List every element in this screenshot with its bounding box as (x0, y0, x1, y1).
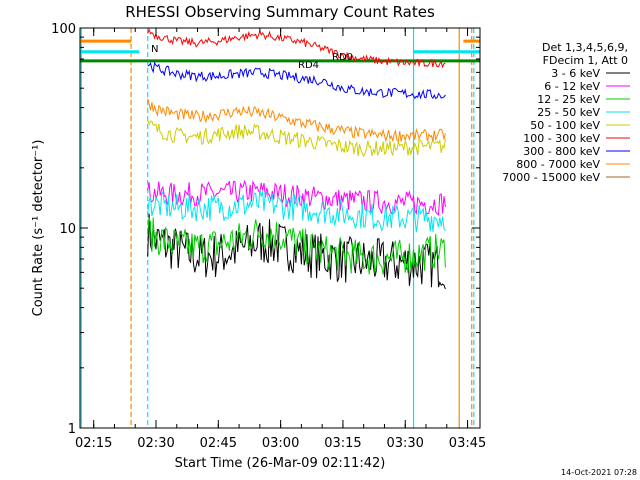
legend-label-300-800-kev: 300 - 800 keV (523, 145, 600, 158)
series-50-100-kev (147, 119, 446, 158)
annotation-rd4: RD4 (298, 60, 319, 71)
y-axis-label: Count Rate (s⁻¹ detector⁻¹) (31, 140, 46, 317)
annotation-rd0: RD0 (332, 52, 353, 63)
legend-label-800-7000-kev: 800 - 7000 keV (516, 158, 600, 171)
legend-label-25-50-kev: 25 - 50 keV (537, 106, 600, 119)
x-tick-label: 03:30 (386, 436, 423, 451)
series-25-50-kev (147, 189, 446, 232)
legend-label-50-100-kev: 50 - 100 keV (530, 119, 600, 132)
legend-header-line-1: Det 1,3,4,5,6,9, (542, 41, 628, 54)
chart-title: RHESSI Observing Summary Count Rates (125, 3, 435, 21)
legend-header-line-2: FDecim 1, Att 0 (543, 54, 628, 67)
series-800-7000-kev (147, 98, 446, 143)
x-tick-label: 03:45 (449, 436, 486, 451)
x-tick-label: 03:00 (262, 436, 299, 451)
x-tick-label: 03:15 (324, 436, 361, 451)
x-tick-label: 02:30 (137, 436, 174, 451)
x-axis-label: Start Time (26-Mar-09 02:11:42) (175, 456, 386, 471)
legend-label-3-6-kev: 3 - 6 keV (551, 67, 600, 80)
legend-label-100-300-kev: 100 - 300 keV (523, 132, 600, 145)
legend-label-6-12-kev: 6 - 12 keV (544, 80, 600, 93)
series-6-12-kev (147, 179, 446, 216)
y-tick-label: 1 (68, 422, 76, 437)
annotation-n: N (151, 44, 158, 55)
axes-layer: 02:15 02:30 02:45 03:00 03:15 03:30 03:45 1 10 10… (51, 22, 486, 451)
x-tick-label: 02:15 (75, 436, 112, 451)
x-tick-label: 02:45 (200, 436, 237, 451)
legend-label-12-25-kev: 12 - 25 keV (537, 93, 600, 106)
legend: Det 1,3,4,5,6,9, FDecim 1, Att 0 3 - 6 k… (502, 41, 630, 184)
y-tick-label: 10 (59, 222, 76, 237)
footer-timestamp: 14-Oct-2021 07:28 (561, 468, 637, 477)
series-layer (147, 28, 446, 290)
y-tick-label: 100 (51, 22, 76, 37)
legend-label-7000-15000-kev: 7000 - 15000 keV (502, 171, 600, 184)
series-12-25-kev (147, 217, 446, 275)
series-100-300-kev (147, 28, 446, 69)
overlay-lines (80, 39, 480, 63)
series-300-800-kev (147, 61, 446, 100)
